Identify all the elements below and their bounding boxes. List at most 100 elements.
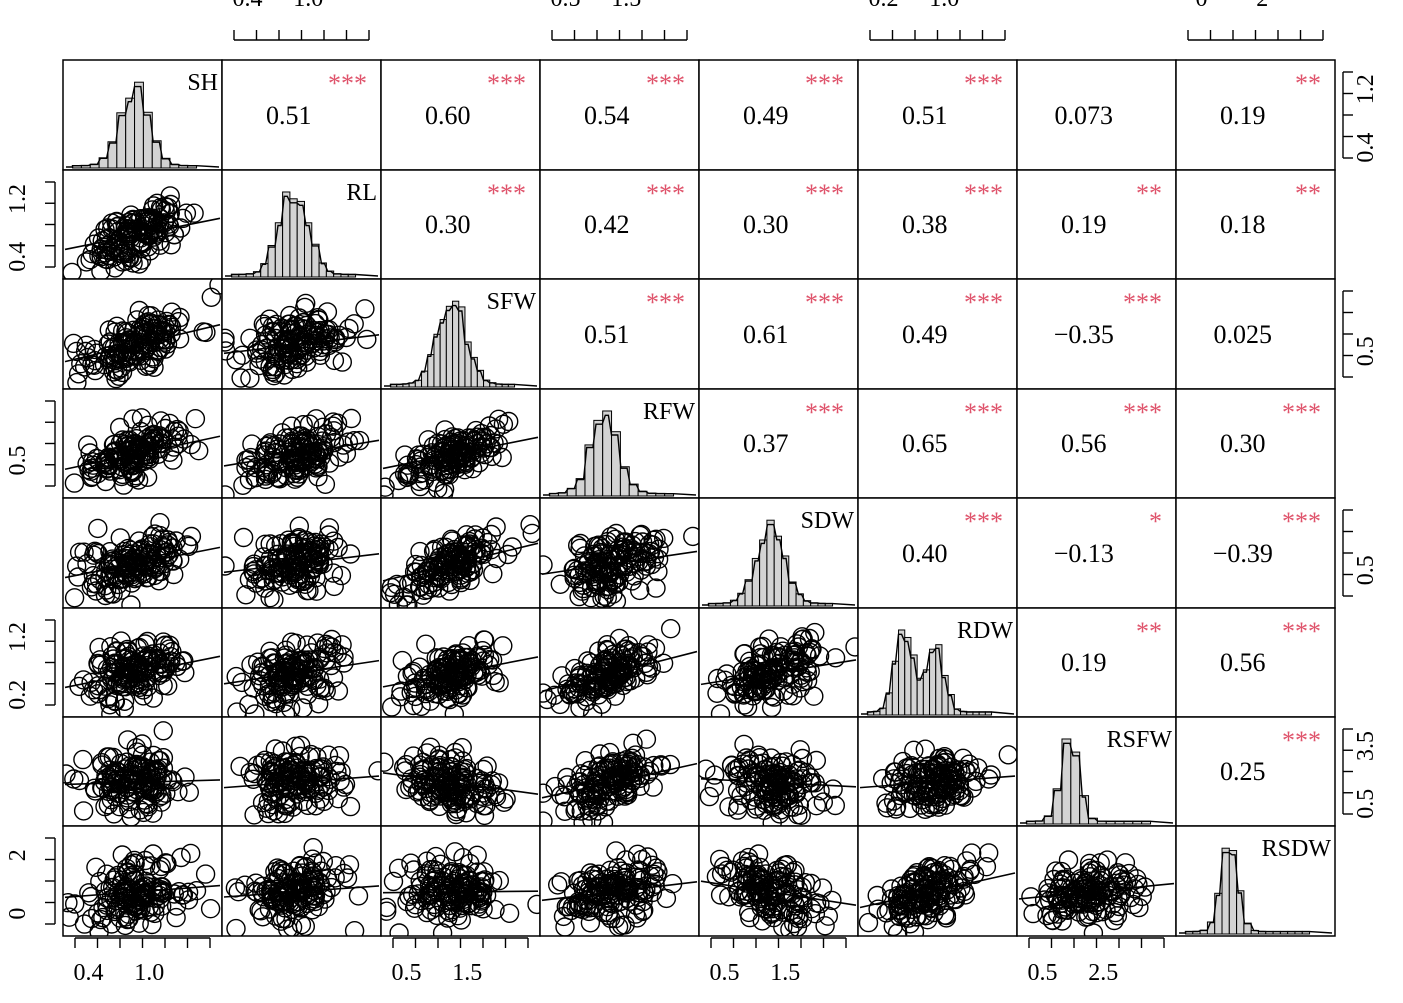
tick-label: 0 — [1196, 0, 1208, 12]
scatter-point — [466, 543, 486, 563]
panel-4-0 — [62, 497, 223, 609]
scatter-point — [797, 658, 817, 678]
scatter-point — [268, 662, 288, 682]
scatter-point — [261, 784, 281, 804]
panel-5-1 — [221, 607, 382, 718]
fit-line — [64, 323, 221, 363]
histogram-bar — [318, 262, 327, 278]
scatter-point — [73, 801, 94, 821]
scatter-point — [783, 862, 803, 883]
scatter-point — [792, 748, 813, 769]
bottom-axis-6: 0.5 2.5 — [1028, 937, 1165, 986]
panel-7-2 — [380, 825, 541, 937]
scatter-point — [141, 313, 162, 333]
scatter-point — [634, 900, 654, 920]
scatter-point — [286, 753, 306, 773]
panel-3-0 — [62, 388, 223, 499]
scatter-point — [710, 849, 730, 870]
scatter-point — [443, 439, 463, 460]
scatter-point — [344, 921, 365, 936]
scatter-point — [460, 789, 480, 809]
scatter-point — [84, 545, 104, 565]
scatter-point — [98, 795, 119, 815]
scatter-point — [278, 778, 299, 798]
scatter-point — [196, 322, 216, 343]
scatter-point — [438, 883, 458, 904]
scatter-point — [266, 442, 286, 463]
scatter-point — [873, 769, 893, 789]
scatter-point — [272, 741, 293, 761]
scatter-point — [787, 917, 808, 936]
scatter-point — [276, 776, 296, 796]
scatter-point — [641, 554, 662, 575]
scatter-point — [381, 752, 394, 772]
tick-label: 1.2 — [5, 622, 31, 652]
correlation-value: 0.49 — [743, 101, 789, 130]
scatter-point — [121, 807, 141, 826]
scatter-point — [941, 885, 961, 905]
significance-stars: *** — [964, 179, 1003, 208]
panel-frame — [857, 169, 1018, 280]
tick-label: 2.5 — [1088, 960, 1118, 986]
scatter-point — [426, 897, 446, 918]
scatter-points — [540, 523, 699, 608]
scatter-point — [401, 682, 421, 703]
scatter-point — [800, 661, 820, 682]
scatter-point — [263, 759, 283, 779]
scatter-point — [303, 554, 323, 574]
panel-7-7: RSDW — [1175, 825, 1336, 937]
scatter-point — [1086, 860, 1106, 881]
scatter-point — [231, 368, 251, 388]
scatter-point — [286, 671, 307, 691]
significance-stars: *** — [805, 398, 844, 427]
scatter-point — [381, 485, 394, 498]
panel-frame — [857, 278, 1018, 390]
scatter-point — [707, 683, 727, 703]
scatter-point — [63, 262, 82, 279]
scatter-point — [313, 417, 333, 437]
scatter-point — [322, 629, 342, 650]
scatter-point — [195, 864, 216, 884]
scatter-point — [951, 762, 971, 782]
scatter-point — [1059, 889, 1080, 910]
scatter-point — [74, 914, 95, 934]
scatter-point — [308, 467, 328, 487]
scatter-point — [717, 860, 737, 880]
scatter-point — [67, 372, 87, 389]
scatter-point — [295, 428, 316, 448]
significance-stars: *** — [1282, 398, 1321, 427]
scatter-points — [858, 843, 1016, 936]
scatter-point — [277, 544, 297, 564]
scatter-point — [448, 428, 468, 448]
scatter-point — [858, 912, 879, 933]
histogram-bar — [274, 222, 284, 278]
scatter-point — [337, 868, 358, 888]
significance-stars: *** — [646, 69, 685, 98]
scatter-points — [381, 737, 539, 826]
scatter-point — [306, 568, 326, 588]
scatter-point — [263, 795, 283, 815]
scatter-point — [236, 457, 256, 478]
scatter-point — [734, 734, 754, 755]
scatter-point — [110, 528, 131, 548]
scatter-point — [307, 747, 327, 767]
scatter-point — [429, 648, 449, 669]
scatter-point — [813, 792, 833, 812]
scatter-point — [168, 312, 189, 332]
scatter-point — [106, 761, 126, 781]
scatter-point — [806, 893, 827, 913]
scatter-point — [184, 203, 204, 223]
scatter-point — [79, 883, 99, 903]
significance-stars: *** — [964, 288, 1003, 317]
variable-label: RSFW — [1107, 727, 1173, 753]
panel-3-6: 0.56 *** — [1016, 388, 1177, 499]
scatter-point — [429, 578, 449, 598]
scatter-point — [493, 636, 513, 656]
scatter-point — [114, 691, 135, 711]
scatter-point — [222, 328, 235, 348]
scatter-point — [403, 695, 424, 716]
scatter-point — [163, 564, 184, 585]
density-curve — [384, 304, 538, 387]
scatter-point — [387, 574, 407, 595]
scatter-point — [188, 441, 209, 461]
